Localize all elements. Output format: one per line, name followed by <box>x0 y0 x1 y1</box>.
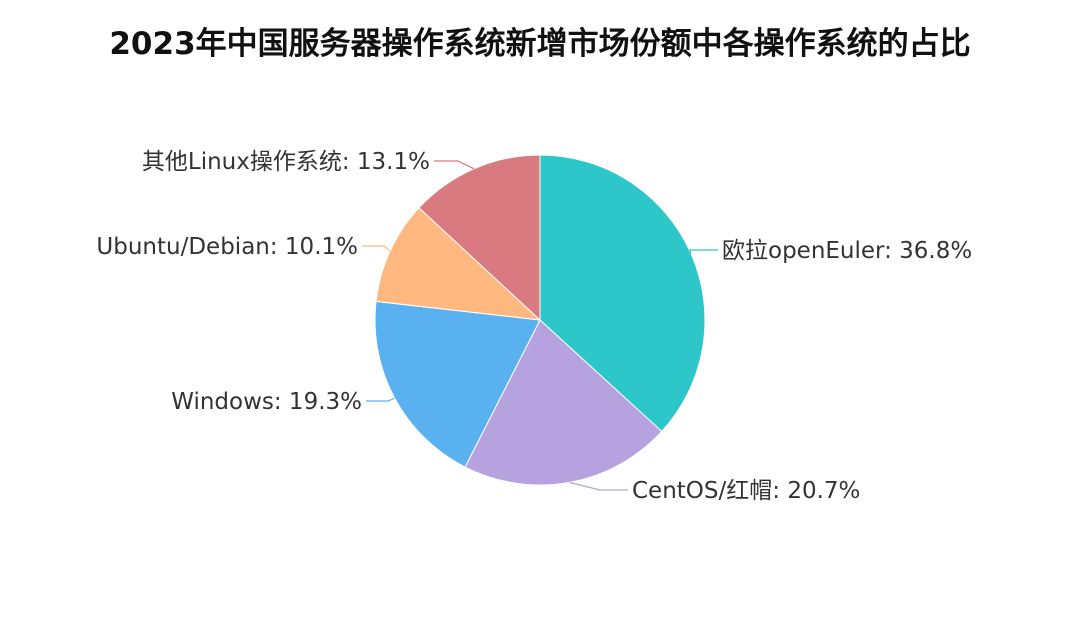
leader-line-5 <box>434 160 475 170</box>
slice-label-5: 其他Linux操作系统: 13.1% <box>142 149 430 175</box>
pie-slice-3 <box>374 300 541 468</box>
slice-label-1: 欧拉openEuler: 36.8% <box>722 238 972 264</box>
label-leader-lines <box>362 160 718 491</box>
slice-labels: 欧拉openEuler: 36.8% CentOS/红帽: 20.7% Window… <box>96 149 972 504</box>
leader-line-2 <box>569 481 628 491</box>
slice-label-4: Ubuntu/Debian: 10.1% <box>96 234 358 260</box>
leader-line-4 <box>362 245 391 252</box>
leader-line-1 <box>689 249 718 254</box>
pie-slice-4 <box>375 207 542 321</box>
pie-slice-5 <box>418 154 541 322</box>
leader-line-3 <box>366 397 395 402</box>
slice-label-3: Windows: 19.3% <box>171 389 362 415</box>
pie-slices <box>374 154 706 486</box>
chart-title: 2023年中国服务器操作系统新增市场份额中各操作系统的占比 <box>109 26 971 62</box>
slice-label-2: CentOS/红帽: 20.7% <box>632 478 860 504</box>
pie-slice-2 <box>464 319 663 486</box>
